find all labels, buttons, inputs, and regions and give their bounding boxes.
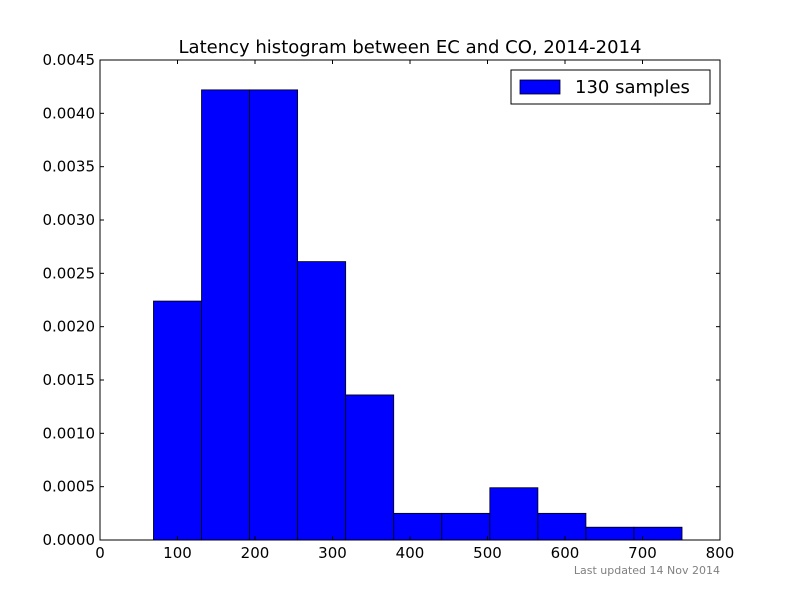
histogram-bar	[633, 526, 683, 541]
legend-label: 130 samples	[575, 77, 690, 98]
y-tick-label: 0.0000	[43, 531, 96, 549]
histogram-bar	[441, 512, 491, 541]
histogram-bars	[153, 89, 683, 541]
histogram-bar	[249, 89, 299, 541]
y-tick-label: 0.0040	[43, 104, 96, 122]
histogram-bar	[345, 394, 395, 541]
x-tick-label: 300	[318, 544, 347, 562]
histogram-bar	[585, 526, 635, 541]
y-axis: 0.0000 0.0005 0.0010 0.0015 0.0020 0.0025 0.00…	[43, 51, 720, 549]
x-tick-label: 700	[628, 544, 657, 562]
y-tick-label: 0.0045	[43, 51, 96, 69]
y-tick-label: 0.0025	[43, 264, 96, 282]
x-tick-label: 100	[163, 544, 192, 562]
y-tick-label: 0.0020	[43, 318, 96, 336]
x-tick-label: 800	[706, 544, 735, 562]
histogram-bar	[153, 300, 202, 541]
x-tick-label: 600	[551, 544, 580, 562]
y-tick-label: 0.0035	[43, 158, 96, 176]
histogram-bar	[393, 512, 443, 541]
x-tick-label: 200	[241, 544, 270, 562]
x-tick-label: 400	[396, 544, 425, 562]
x-axis: 0 100 200 300 400 500 600 700 800	[95, 60, 734, 562]
legend: 130 samples	[510, 69, 711, 105]
histogram-bar	[201, 89, 250, 541]
y-tick-label: 0.0030	[43, 211, 96, 229]
y-tick-label: 0.0010	[43, 424, 96, 442]
histogram-bar	[537, 512, 587, 541]
y-tick-label: 0.0005	[43, 478, 96, 496]
last-updated-note: Last updated 14 Nov 2014	[574, 564, 720, 577]
x-tick-label: 500	[473, 544, 502, 562]
histogram-bar	[297, 261, 347, 541]
histogram-bar	[489, 487, 539, 541]
chart-title: Latency histogram between EC and CO, 201…	[179, 37, 642, 58]
y-tick-label: 0.0015	[43, 371, 96, 389]
legend-swatch	[519, 79, 561, 95]
x-tick-label: 0	[95, 544, 105, 562]
